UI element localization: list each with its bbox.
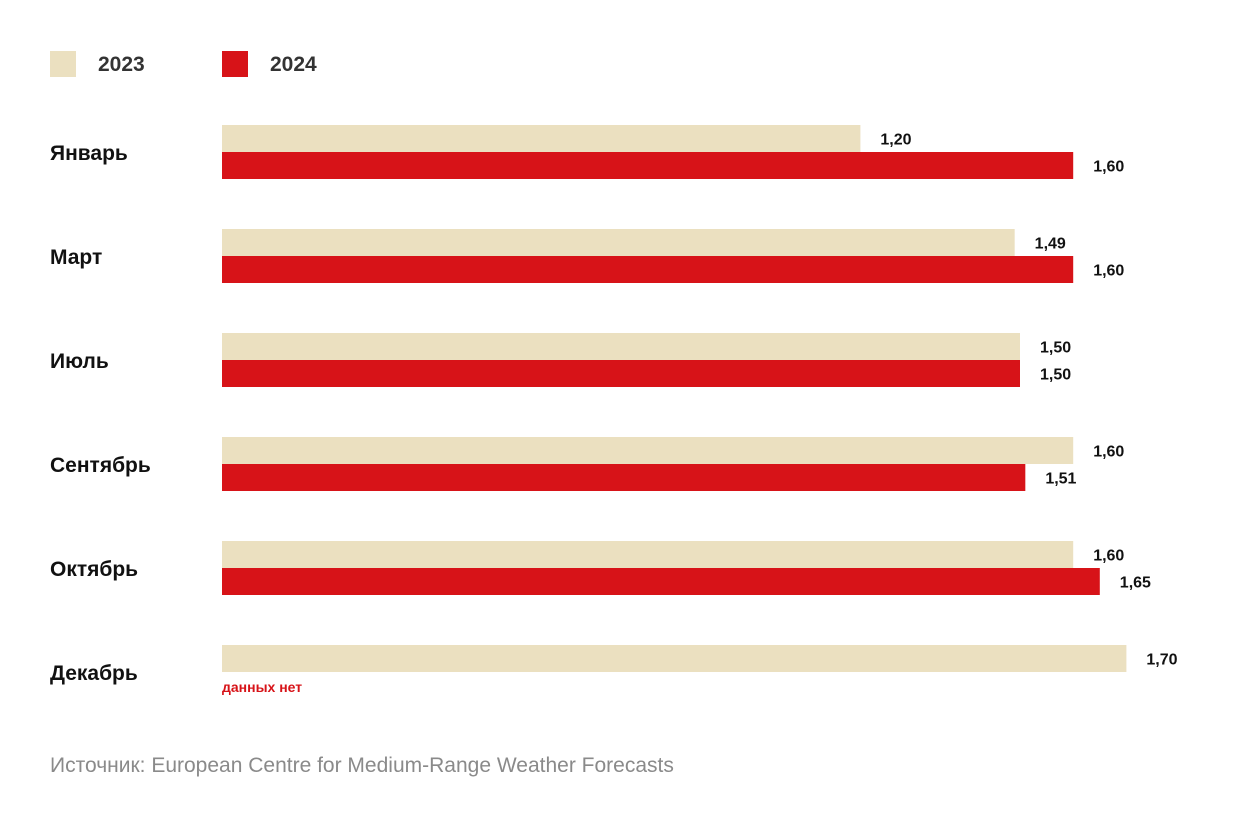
legend-swatch-2024: [222, 51, 248, 77]
value-label-2023: 1,70: [1146, 652, 1177, 669]
category-label: Июль: [50, 350, 109, 373]
category-label: Январь: [50, 142, 128, 165]
bars: [222, 125, 1127, 672]
bar-2023: [222, 333, 1020, 360]
value-labels: 1,20 1,60 1,49 1,60 1,50 1,50 1,60 1,51 1,60 1,65…: [222, 132, 1178, 696]
value-label-2023: 1,50: [1040, 340, 1071, 357]
value-label-2024: 1,60: [1093, 159, 1124, 176]
value-label-2024: 1,65: [1120, 575, 1151, 592]
bar-2023: [222, 645, 1127, 672]
bar-2024: [222, 256, 1074, 283]
legend-label-2024: 2024: [270, 53, 317, 76]
bar-2024: [222, 152, 1074, 179]
value-label-2023: 1,20: [880, 132, 911, 149]
no-data-label: данных нет: [222, 679, 302, 695]
bar-2024: [222, 360, 1020, 387]
category-labels: Январь Март Июль Сентябрь Октябрь Декабрь: [50, 142, 151, 685]
legend-label-2023: 2023: [98, 53, 145, 76]
value-label-2024: 1,50: [1040, 367, 1071, 384]
category-label: Сентябрь: [50, 454, 151, 477]
value-label-2023: 1,49: [1035, 236, 1066, 253]
value-label-2024: 1,51: [1045, 471, 1076, 488]
source-note: Источник: European Centre for Medium-Ran…: [50, 754, 674, 777]
bar-2023: [222, 437, 1074, 464]
bar-2023: [222, 229, 1015, 256]
value-label-2023: 1,60: [1093, 548, 1124, 565]
category-label: Март: [50, 246, 102, 269]
legend-swatch-2023: [50, 51, 76, 77]
category-label: Декабрь: [50, 662, 138, 685]
legend: 2023 2024: [50, 51, 317, 77]
value-label-2024: 1,60: [1093, 263, 1124, 280]
bar-2024: [222, 464, 1026, 491]
value-label-2023: 1,60: [1093, 444, 1124, 461]
bar-2023: [222, 125, 861, 152]
bar-2024: [222, 568, 1100, 595]
category-label: Октябрь: [50, 558, 138, 581]
bar-2023: [222, 541, 1074, 568]
